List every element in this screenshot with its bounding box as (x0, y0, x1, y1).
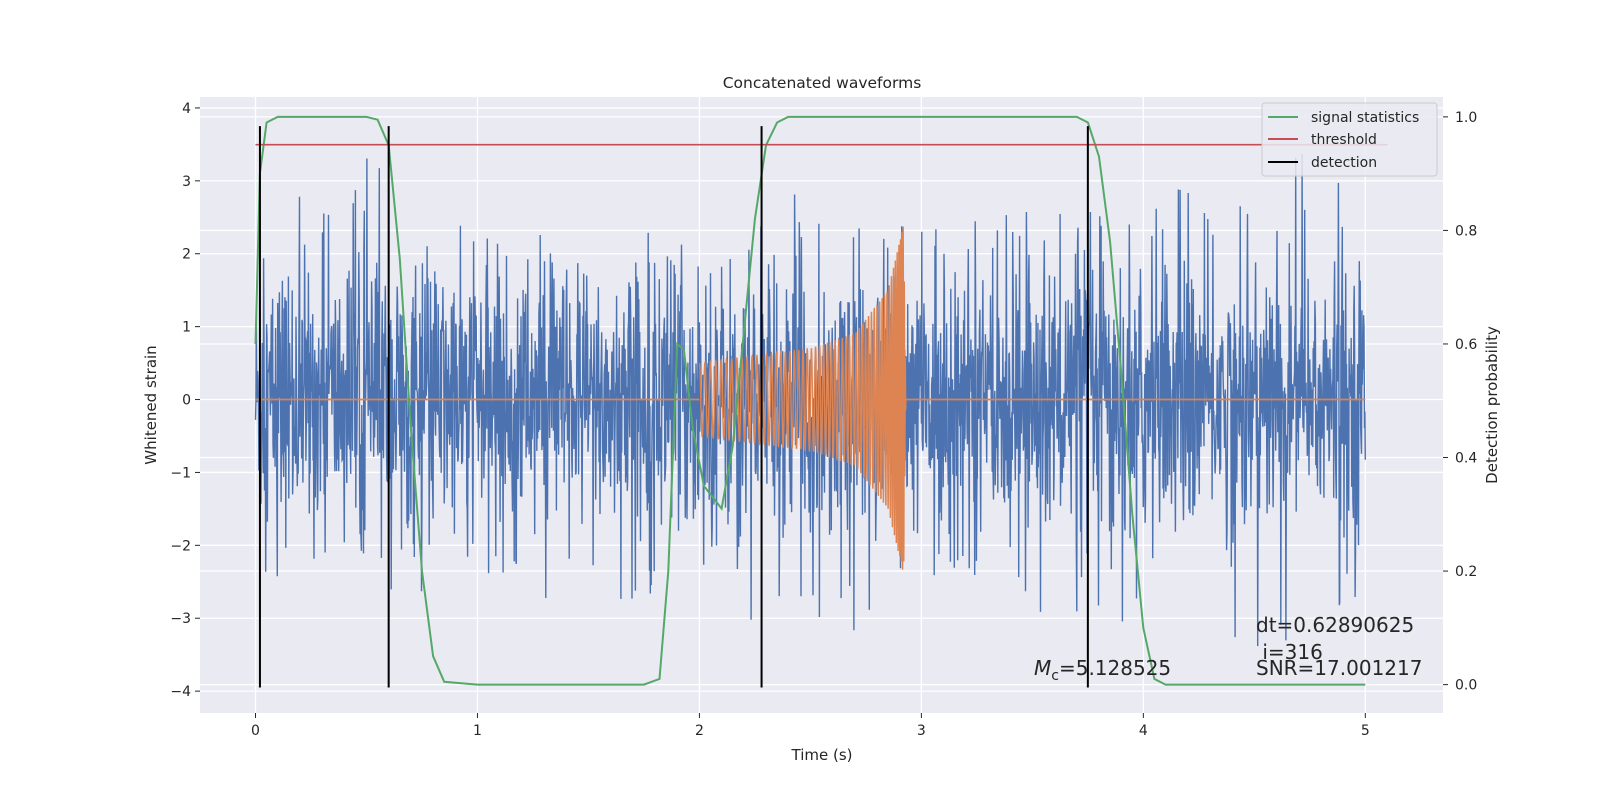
legend-box (1261, 102, 1438, 177)
x-tick-label: 1 (473, 723, 482, 739)
detection-lines (258, 126, 1089, 688)
chart-title: Concatenated waveforms (723, 74, 922, 92)
legend-label-threshold: threshold (1311, 132, 1377, 148)
x-tick-label: 4 (1139, 723, 1148, 739)
x-tick-label: 3 (917, 723, 926, 739)
noise-line (254, 153, 1366, 647)
y-right-tick-label: 0.8 (1455, 223, 1477, 239)
legend: signal statistics threshold detection (1261, 102, 1438, 177)
legend-label-signal-statistics: signal statistics (1311, 110, 1419, 126)
y-axis-right-label: Detection probability (1483, 326, 1501, 484)
y-right-tick-label: 1.0 (1455, 110, 1477, 126)
y-tick-label: 3 (182, 174, 191, 190)
y-tick-label: −1 (170, 465, 191, 481)
dt-annotation: dt=0.62890625 (1256, 613, 1414, 637)
snr-annotation: SNR=17.001217 (1256, 656, 1422, 680)
y-tick-label: 4 (182, 101, 191, 117)
x-tick-label: 5 (1361, 723, 1370, 739)
x-axis-label: Time (s) (791, 746, 853, 764)
y-right-tick-label: 0.0 (1455, 678, 1477, 694)
y-right-tick-label: 0.4 (1455, 451, 1477, 467)
x-tick-label: 2 (695, 723, 704, 739)
y-right-tick-label: 0.6 (1455, 337, 1477, 353)
i-annotation: i=316 (1256, 640, 1323, 664)
y-tick-label: −3 (170, 611, 191, 627)
ticks: 0 1 2 3 4 5 −4 −3 −2 −1 0 1 2 3 4 0.0 0.2 0.4 0.6 0.8 1.0 (170, 101, 1477, 739)
annotations: Mc=5.128525 dt=0.62890625 i=316 SNR=17.0… (1034, 613, 1422, 684)
y-tick-label: −2 (170, 538, 191, 554)
y-tick-label: 0 (182, 393, 191, 409)
legend-label-detection: detection (1311, 155, 1377, 171)
y-tick-label: 2 (182, 247, 191, 263)
mc-value: =5.128525 (1059, 656, 1171, 680)
y-tick-label: −4 (170, 684, 191, 700)
y-right-tick-label: 0.2 (1455, 564, 1477, 580)
x-tick-label: 0 (251, 723, 260, 739)
noise-series (254, 153, 1366, 647)
y-tick-label: 1 (182, 320, 191, 336)
y-axis-label: Whitened strain (142, 345, 160, 464)
mc-annotation: Mc=5.128525 (1034, 656, 1171, 684)
